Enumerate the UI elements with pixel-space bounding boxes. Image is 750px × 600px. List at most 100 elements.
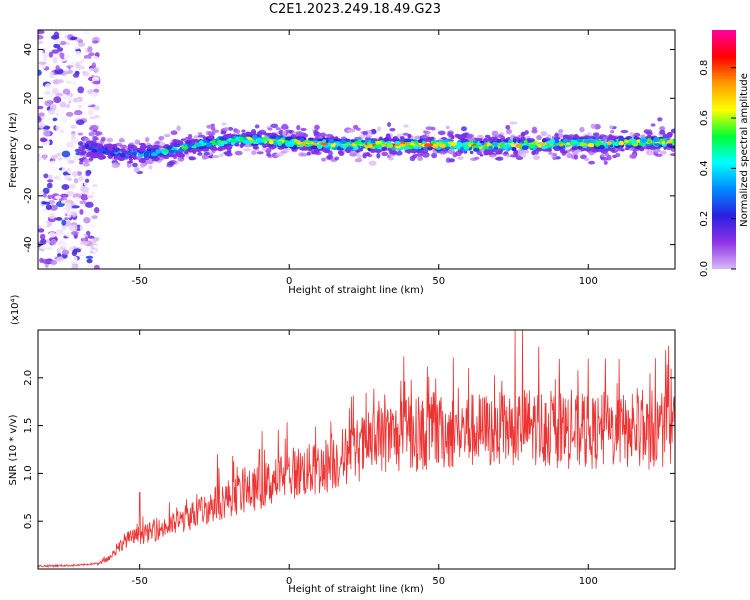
spectrogram-cell — [509, 154, 518, 158]
spectrogram-cell — [163, 148, 168, 153]
spectrogram-cell — [450, 134, 455, 140]
spectrogram-cell — [448, 158, 456, 163]
spectrogram-cell — [189, 148, 196, 153]
spectrogram-cell — [488, 145, 493, 150]
spectrogram-cell — [391, 146, 396, 151]
spectrogram-cell — [201, 148, 210, 152]
spectrogram-cell — [77, 86, 85, 94]
spectrogram-cell — [430, 126, 436, 131]
spectrogram-cell — [102, 151, 107, 154]
spectrogram-cell — [53, 43, 61, 49]
spectrogram-x-tick-label: 0 — [286, 276, 292, 287]
spectrogram-cell — [47, 179, 54, 183]
spectrogram-cell — [45, 204, 52, 211]
spectrogram-cell — [231, 139, 237, 143]
spectrogram-cell — [44, 83, 52, 91]
spectrogram-cell — [220, 130, 227, 135]
spectrogram-cell — [85, 37, 90, 43]
spectrogram-y-tick-label: 0 — [23, 144, 34, 150]
spectrogram-cell — [238, 136, 245, 142]
spectrogram-cell — [463, 145, 470, 150]
spectrogram-cell — [552, 157, 557, 161]
spectrogram-cell — [132, 162, 138, 168]
spectrogram-cell — [241, 129, 246, 133]
spectrogram-cell — [278, 129, 284, 136]
spectrogram-cell — [61, 249, 70, 255]
spectrogram-cell — [92, 135, 98, 141]
spectrogram-cell — [262, 143, 268, 148]
spectrogram-cell — [38, 155, 42, 162]
spectrogram-cell — [90, 140, 97, 144]
spectrogram-cell — [321, 142, 329, 146]
spectrogram-cell — [106, 137, 114, 143]
spectrogram-cell — [609, 144, 614, 148]
spectrogram-cell — [128, 158, 133, 162]
spectrogram-cell — [516, 149, 524, 155]
spectrogram-cell — [584, 135, 590, 138]
spectrogram-cell — [70, 124, 77, 129]
spectrogram-cell — [61, 219, 67, 226]
spectrogram-cell — [92, 249, 97, 253]
spectrogram-cell — [445, 125, 450, 130]
spectrogram-cell — [93, 66, 100, 73]
spectrogram-cell — [70, 81, 77, 86]
spectrogram-cell — [303, 146, 308, 151]
spectrogram-cell — [531, 126, 538, 131]
spectrogram-cell — [641, 138, 648, 143]
spectrogram-cell — [83, 54, 92, 60]
spectrogram-cell — [150, 152, 158, 157]
spectrogram-cell — [55, 64, 60, 71]
spectrogram-cell — [93, 88, 100, 93]
spectrogram-cell — [38, 262, 41, 267]
spectrogram-cell — [140, 144, 147, 150]
spectrogram-cell — [347, 129, 355, 133]
spectrogram-cell — [84, 143, 89, 148]
spectrogram-cell — [127, 147, 133, 151]
spectrogram-cell — [520, 136, 526, 140]
spectrogram-cell — [493, 136, 498, 142]
spectrogram-cell — [93, 244, 102, 249]
spectrogram-cell — [89, 151, 94, 156]
spectrogram-cell — [73, 256, 78, 262]
spectrogram-cell — [353, 145, 359, 151]
spectrogram-cell — [85, 173, 91, 177]
spectrogram-cell — [113, 156, 119, 160]
spectrogram-cell — [51, 244, 56, 250]
spectrogram-cell — [201, 154, 208, 160]
spectrogram-cell — [243, 148, 251, 152]
spectrogram-cell — [404, 138, 412, 143]
spectrogram-cell — [38, 30, 45, 35]
spectrogram-cell — [65, 103, 71, 108]
spectrogram-cell — [368, 160, 377, 166]
spectrogram-cell — [509, 121, 518, 125]
spectrogram-cell — [44, 246, 53, 251]
spectrogram-cell — [70, 36, 78, 41]
spectrogram-cell — [457, 141, 463, 146]
snr-y-multiplier: (x10⁴) — [10, 294, 21, 325]
colorbar-ticks: 0.0 0.2 0.4 0.6 0.8 — [699, 60, 736, 277]
spectrogram-cell — [211, 139, 217, 144]
spectrogram-cell — [621, 149, 625, 152]
spectrogram-cell — [51, 49, 59, 54]
spectrogram-cell — [38, 40, 44, 45]
spectrogram-cell — [256, 151, 264, 155]
spectrogram-cell — [557, 128, 564, 134]
spectrogram-cell — [403, 143, 411, 146]
spectrogram-cell — [80, 235, 86, 239]
spectrogram-cell — [41, 138, 48, 142]
snr-panel: -50 0 50 100 0.5 1.0 1.5 2.0 Height of straight… — [8, 294, 676, 595]
spectrogram-cell — [42, 57, 48, 64]
spectrogram-cell — [282, 130, 287, 135]
spectrogram-cell — [261, 147, 267, 152]
spectrogram-cell — [145, 150, 150, 155]
spectrogram-cell — [243, 139, 250, 144]
spectrogram-cell — [73, 178, 79, 184]
spectrogram-cell — [476, 142, 481, 146]
spectrogram-cell — [206, 124, 213, 129]
spectrogram-cell — [466, 133, 475, 138]
spectrogram-cell — [385, 133, 391, 138]
spectrogram-cell — [588, 146, 595, 152]
spectrogram-cell — [511, 147, 517, 152]
spectrogram-cell — [111, 162, 120, 169]
spectrogram-cell — [63, 54, 71, 59]
